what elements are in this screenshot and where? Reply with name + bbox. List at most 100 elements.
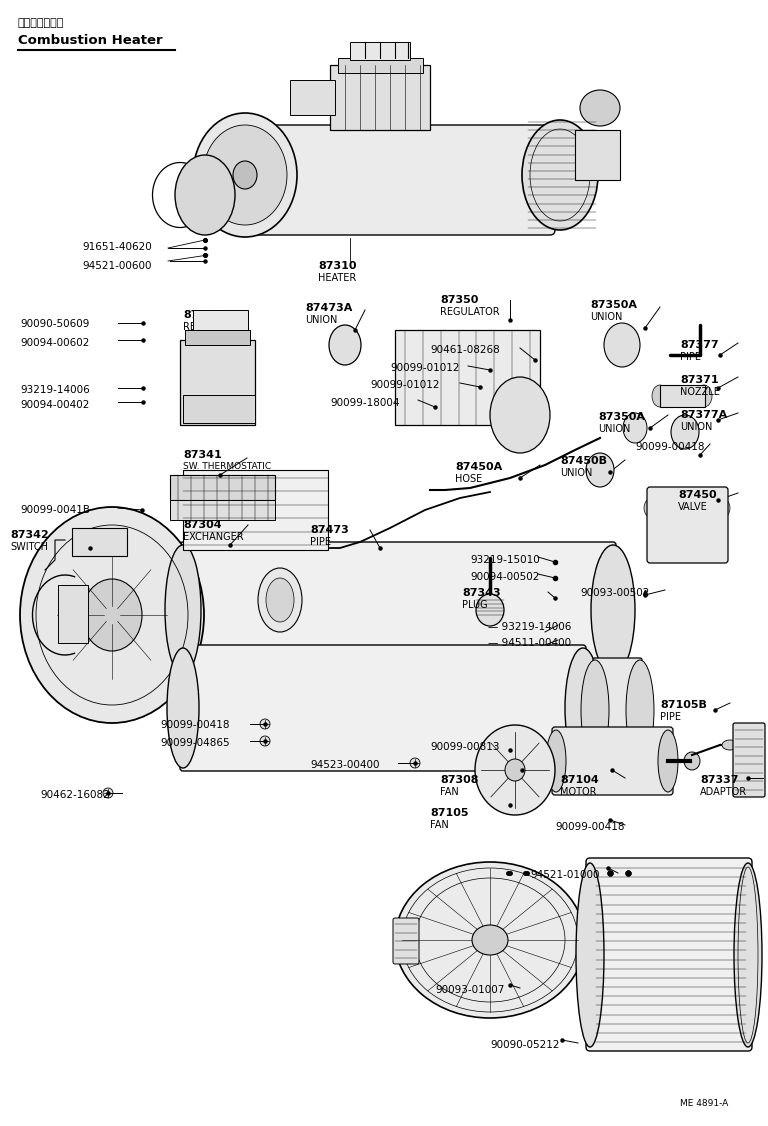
Text: 87350A: 87350A <box>598 412 645 422</box>
Ellipse shape <box>410 758 420 768</box>
Bar <box>660 385 705 406</box>
Text: NOZZLE: NOZZLE <box>680 387 720 397</box>
Ellipse shape <box>669 508 705 552</box>
Text: UNION: UNION <box>305 315 337 325</box>
Text: 87308: 87308 <box>440 775 478 785</box>
Ellipse shape <box>658 730 678 792</box>
Bar <box>180 340 255 425</box>
Text: — 94511-00400: — 94511-00400 <box>488 638 571 647</box>
Text: 90093-00502: 90093-00502 <box>580 588 650 598</box>
Ellipse shape <box>193 113 297 236</box>
Text: PLUG: PLUG <box>462 600 488 610</box>
Text: 87377: 87377 <box>680 340 719 350</box>
Ellipse shape <box>611 331 633 359</box>
Text: Combustion Heater: Combustion Heater <box>18 34 163 47</box>
Text: 87341: 87341 <box>183 450 222 461</box>
Text: ADAPTOR: ADAPTOR <box>700 787 747 797</box>
Text: 90099-00418: 90099-00418 <box>160 720 230 730</box>
Text: PIPE: PIPE <box>680 352 701 361</box>
Ellipse shape <box>546 730 566 792</box>
Bar <box>575 129 620 180</box>
Bar <box>193 310 248 330</box>
Text: UNION: UNION <box>590 312 622 322</box>
Text: 87310: 87310 <box>318 261 356 271</box>
Ellipse shape <box>395 863 585 1018</box>
Ellipse shape <box>591 545 635 674</box>
Text: 87350: 87350 <box>440 295 478 305</box>
Text: UNION: UNION <box>598 425 631 434</box>
FancyBboxPatch shape <box>647 488 728 563</box>
Bar <box>330 65 430 129</box>
Text: — 93219-14006: — 93219-14006 <box>488 622 571 632</box>
Ellipse shape <box>490 377 550 453</box>
Text: HOSE: HOSE <box>455 474 482 484</box>
Bar <box>350 42 410 60</box>
Text: 87346: 87346 <box>183 310 222 320</box>
Ellipse shape <box>260 736 270 747</box>
Ellipse shape <box>565 647 601 768</box>
Text: REGULATOR: REGULATOR <box>440 307 500 318</box>
Bar <box>338 59 423 73</box>
Text: SW. THERMOSTATIC: SW. THERMOSTATIC <box>183 462 271 471</box>
FancyBboxPatch shape <box>586 858 752 1051</box>
Text: 94521-01000: 94521-01000 <box>530 870 600 881</box>
Bar <box>395 330 540 425</box>
Text: 90461-08268: 90461-08268 <box>430 345 500 355</box>
Bar <box>183 470 328 549</box>
Ellipse shape <box>260 720 270 729</box>
Ellipse shape <box>580 90 620 126</box>
Ellipse shape <box>734 863 762 1047</box>
Ellipse shape <box>20 507 204 723</box>
Ellipse shape <box>167 647 199 768</box>
Text: 87377A: 87377A <box>680 410 727 420</box>
Text: 94523-00400: 94523-00400 <box>310 760 379 770</box>
Ellipse shape <box>604 323 640 367</box>
Text: 87337: 87337 <box>700 775 739 785</box>
Text: 87450B: 87450B <box>560 456 607 466</box>
Text: 87304: 87304 <box>183 520 222 530</box>
Ellipse shape <box>329 325 361 365</box>
Text: ME 4891-A: ME 4891-A <box>680 1099 728 1108</box>
Text: 87371: 87371 <box>680 375 719 385</box>
Text: 90099-00813: 90099-00813 <box>430 742 499 752</box>
Text: 87450A: 87450A <box>455 462 502 472</box>
Text: 93219-15010: 93219-15010 <box>470 555 540 565</box>
Text: PIPE: PIPE <box>660 712 681 722</box>
Bar <box>170 500 275 520</box>
Text: 90099-01012: 90099-01012 <box>390 363 459 373</box>
Text: 94521-00600: 94521-00600 <box>82 261 151 271</box>
Text: 90099-04865: 90099-04865 <box>160 738 230 748</box>
Ellipse shape <box>476 595 504 626</box>
Text: 87105: 87105 <box>430 808 468 817</box>
Text: 87450: 87450 <box>678 490 717 500</box>
Ellipse shape <box>103 788 113 798</box>
Bar <box>58 586 88 643</box>
Ellipse shape <box>684 752 700 770</box>
Text: 91651-40620: 91651-40620 <box>82 242 152 252</box>
FancyBboxPatch shape <box>393 918 419 964</box>
Text: SWITCH: SWITCH <box>10 542 48 552</box>
Ellipse shape <box>581 660 609 760</box>
Ellipse shape <box>175 155 235 235</box>
Bar <box>183 395 255 423</box>
Text: 90090-50609: 90090-50609 <box>20 319 89 329</box>
Text: 燃焼式ヒーター: 燃焼式ヒーター <box>18 18 65 28</box>
Ellipse shape <box>500 388 540 441</box>
Ellipse shape <box>671 415 699 449</box>
Text: RELAY: RELAY <box>183 322 214 332</box>
Text: EXCHANGER: EXCHANGER <box>183 531 243 542</box>
Ellipse shape <box>475 725 555 815</box>
Bar <box>170 475 275 500</box>
Ellipse shape <box>522 120 598 230</box>
Ellipse shape <box>336 333 354 357</box>
Text: UNION: UNION <box>560 468 592 479</box>
Ellipse shape <box>626 660 654 760</box>
Text: PIPE: PIPE <box>310 537 331 547</box>
Bar <box>185 330 250 345</box>
Text: UNION: UNION <box>680 422 713 432</box>
Text: 90094-00502: 90094-00502 <box>470 572 539 582</box>
Text: 90462-16082: 90462-16082 <box>40 790 110 799</box>
Text: 90099-01012: 90099-01012 <box>370 379 439 390</box>
Ellipse shape <box>165 545 201 674</box>
Bar <box>72 528 127 556</box>
